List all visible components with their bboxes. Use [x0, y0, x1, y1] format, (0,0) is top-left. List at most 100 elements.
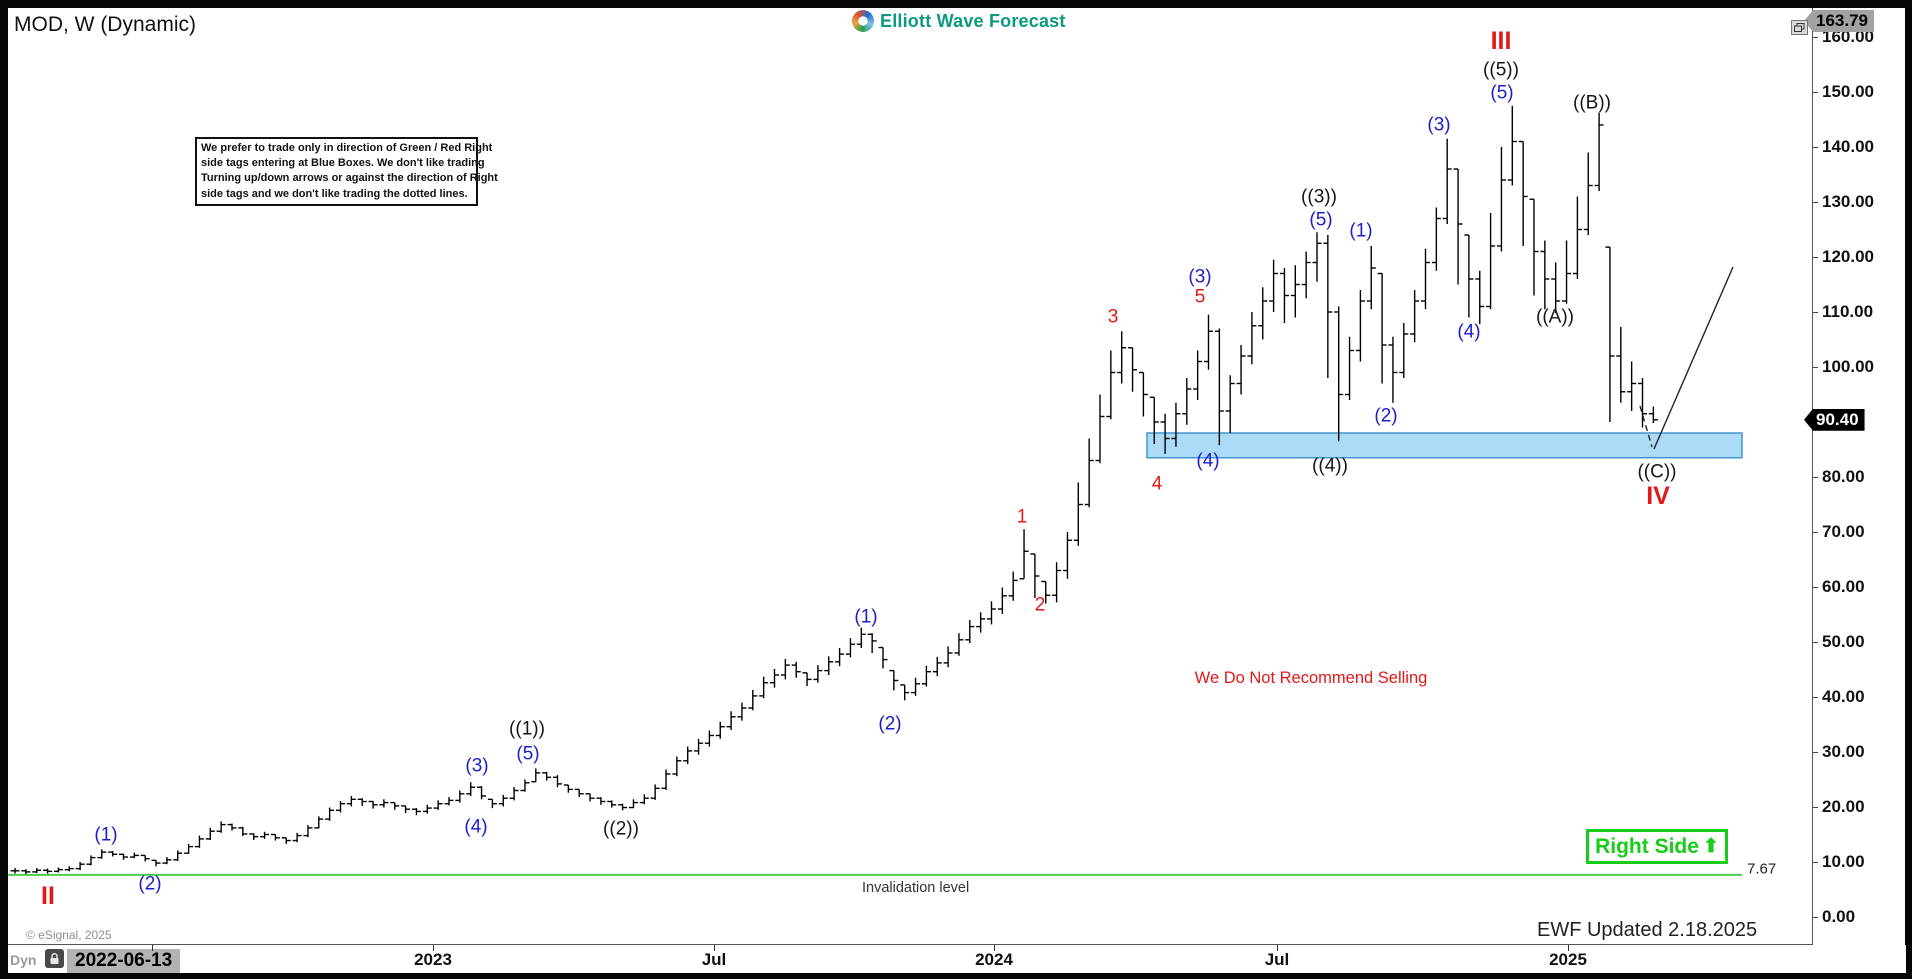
wave-label-2: ((2))	[603, 819, 639, 840]
price-bar	[878, 646, 888, 669]
price-bar	[477, 786, 487, 800]
price-bars	[10, 105, 1658, 875]
note-line: side tags entering at Blue Boxes. We don…	[201, 157, 485, 170]
price-bar	[314, 816, 324, 829]
price-bar	[1182, 378, 1192, 425]
price-bar	[368, 800, 378, 809]
price-scale-tick	[1813, 257, 1818, 258]
note-line: Turning up/down arrows or against the di…	[201, 172, 498, 185]
price-bar	[108, 851, 118, 857]
price-scale-label: 110.00	[1822, 302, 1874, 321]
price-bar	[325, 807, 335, 821]
price-bar	[661, 769, 671, 790]
wave-label-3: (3)	[1427, 115, 1450, 136]
price-bar	[1464, 234, 1474, 318]
price-bar	[1312, 232, 1322, 282]
restore-window-button[interactable]	[1791, 20, 1808, 35]
price-bar	[238, 826, 248, 837]
price-bar	[1616, 326, 1626, 403]
price-bar	[715, 721, 725, 739]
price-bar	[900, 684, 910, 701]
price-bar	[1496, 147, 1506, 252]
invalidation-value-label: 7.67	[1747, 861, 1776, 878]
price-scale-tick	[1813, 752, 1818, 753]
price-bar	[1366, 246, 1376, 310]
price-bar	[303, 825, 313, 838]
price-bar	[509, 787, 519, 801]
price-bar	[1431, 207, 1441, 271]
price-bar	[444, 797, 454, 806]
price-bar	[1030, 553, 1040, 598]
price-bar	[1399, 323, 1409, 378]
price-bar	[1214, 328, 1224, 446]
price-bar	[770, 668, 779, 688]
price-scale-label: 30.00	[1822, 742, 1865, 761]
time-axis[interactable]: Dyn 2022-06-13 2023 Jul 2024 Jul 2025	[8, 945, 1906, 973]
price-scale-label: 20.00	[1822, 797, 1865, 816]
wave-label-4: (4)	[1457, 322, 1480, 343]
restore-window-icon	[1794, 23, 1805, 32]
right-side-label: Right Side	[1595, 834, 1699, 858]
price-bar	[1225, 375, 1235, 433]
price-bar	[466, 782, 476, 796]
price-bar	[227, 823, 237, 831]
price-scale-label: 50.00	[1822, 632, 1865, 651]
wave-label-2: 2	[1035, 595, 1046, 616]
price-bar	[1410, 290, 1420, 343]
wave-label-4: ((4))	[1312, 456, 1348, 477]
note-line: side tags and we don't like trading the …	[201, 187, 468, 200]
scale-high-tag: 163.79	[1804, 10, 1874, 32]
time-axis-tick	[1568, 945, 1569, 951]
price-scale-label: 0.00	[1822, 907, 1856, 926]
price-bar	[1204, 314, 1213, 370]
price-bar	[1638, 378, 1647, 428]
price-scale[interactable]: 0.00 10.00 20.00 30.00 40.00 50.00 60.00 70.00 8…	[1804, 8, 1905, 945]
price-scale-tick	[1813, 532, 1818, 533]
price-scale-label: 150.00	[1822, 82, 1874, 101]
price-bar	[932, 656, 942, 677]
time-axis-tick	[714, 945, 715, 951]
price-bar	[813, 665, 823, 683]
wave-label-1: (1)	[854, 607, 877, 628]
price-bar	[672, 756, 682, 777]
price-bar	[86, 855, 96, 866]
price-bar	[1345, 336, 1355, 400]
price-bar	[1258, 287, 1268, 340]
price-bar	[921, 665, 931, 687]
price-scale-tick	[1813, 92, 1818, 93]
price-bar	[205, 827, 215, 840]
price-bar	[748, 689, 758, 711]
wave-label-2: (2)	[878, 714, 901, 735]
price-bar	[824, 656, 834, 675]
price-bar	[1529, 198, 1539, 296]
price-bar	[1290, 265, 1300, 318]
price-scale-label: 60.00	[1822, 577, 1865, 596]
price-bar	[1388, 336, 1398, 403]
lock-button[interactable]	[45, 949, 64, 968]
price-bar	[43, 868, 53, 874]
price-bar	[1507, 105, 1517, 186]
esignal-copyright: © eSignal, 2025	[26, 928, 112, 942]
price-bar	[1442, 138, 1452, 224]
wave-label-1: (1)	[94, 825, 117, 846]
price-bar	[976, 612, 986, 633]
price-scale-tick	[1813, 367, 1818, 368]
price-bar	[1128, 347, 1138, 392]
time-axis-label: 2025	[1549, 950, 1587, 969]
wave-label-1: (1)	[1349, 221, 1372, 242]
price-scale-label: 80.00	[1822, 467, 1865, 486]
symbol-title: MOD, W (Dynamic)	[14, 13, 196, 36]
price-bar	[759, 676, 769, 699]
time-axis-label: Jul	[701, 950, 727, 969]
price-bar	[726, 711, 736, 730]
price-bar	[997, 587, 1007, 614]
price-scale-tick	[1813, 147, 1818, 148]
price-bar	[140, 854, 150, 862]
wave-label-A: ((A))	[1536, 307, 1574, 328]
price-bar	[162, 857, 172, 865]
axis-start-date-tag: 2022-06-13	[67, 949, 181, 973]
price-bar	[856, 627, 866, 649]
projection-dashed-line	[1639, 405, 1653, 448]
last-price-tag: 90.40	[1804, 408, 1865, 431]
price-bar	[542, 771, 552, 781]
